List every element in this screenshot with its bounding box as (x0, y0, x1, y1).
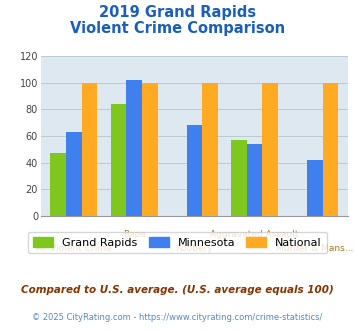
Bar (142, 83, 158, 216)
Text: Compared to U.S. average. (U.S. average equals 100): Compared to U.S. average. (U.S. average … (21, 285, 334, 295)
Text: Aggravated Assault: Aggravated Assault (210, 230, 299, 239)
Bar (247, 144, 262, 216)
Text: Violent Crime Comparison: Violent Crime Comparison (70, 21, 285, 36)
Text: Rape: Rape (123, 230, 146, 239)
Text: Robbery: Robbery (176, 244, 213, 253)
Bar (111, 104, 126, 216)
Bar (307, 160, 323, 216)
Bar (66, 132, 82, 216)
Bar (323, 83, 338, 216)
Bar (50, 153, 66, 216)
Legend: Grand Rapids, Minnesota, National: Grand Rapids, Minnesota, National (28, 232, 327, 253)
Bar (126, 80, 142, 216)
Bar (231, 140, 247, 216)
Text: All Violent Crime: All Violent Crime (36, 244, 112, 253)
Bar (186, 125, 202, 216)
Text: © 2025 CityRating.com - https://www.cityrating.com/crime-statistics/: © 2025 CityRating.com - https://www.city… (32, 313, 323, 322)
Bar (82, 83, 97, 216)
Bar (202, 83, 218, 216)
Bar (262, 83, 278, 216)
Text: 2019 Grand Rapids: 2019 Grand Rapids (99, 5, 256, 20)
Text: Murder & Mans...: Murder & Mans... (276, 244, 354, 253)
